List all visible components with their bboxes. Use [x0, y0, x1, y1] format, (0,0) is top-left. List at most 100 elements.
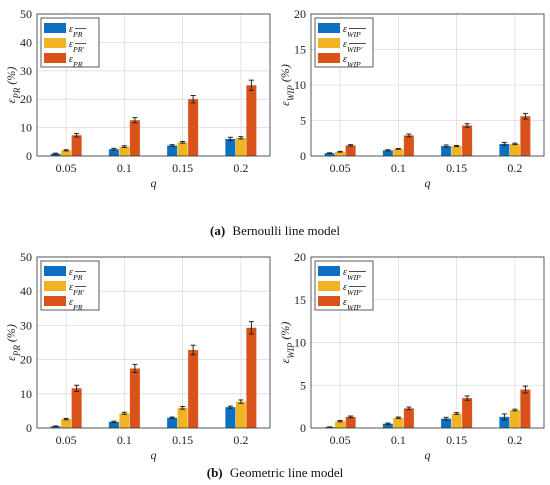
bar	[61, 150, 72, 156]
legend-swatch	[318, 38, 340, 48]
legend-swatch	[44, 38, 66, 48]
axes-frame	[36, 256, 271, 429]
x-tick-label: 0.2	[233, 433, 248, 447]
legend-label: εWIP	[343, 54, 361, 69]
bar	[441, 418, 452, 428]
y-tick-label: 0	[300, 149, 306, 163]
bar	[393, 417, 404, 428]
bar	[462, 398, 473, 428]
legend-swatch	[44, 266, 66, 276]
legend-subscript: PR	[72, 273, 83, 282]
legend-symbol: ε	[69, 297, 73, 308]
bar	[382, 423, 393, 428]
legend-swatch	[44, 281, 66, 291]
y-tick-label: 30	[20, 64, 32, 78]
bar	[403, 135, 414, 156]
x-tick-label: 0.15	[172, 433, 193, 447]
y-axis-label-subscript: WIP	[286, 342, 296, 358]
bar	[509, 143, 520, 156]
legend-label: εPR	[69, 267, 83, 282]
legend-symbol: ε	[343, 54, 347, 65]
y-axis-label-symbol: ε	[278, 101, 292, 106]
legend-swatch	[318, 296, 340, 306]
legend-swatch	[318, 53, 340, 63]
x-tick-label: 0.15	[172, 161, 193, 175]
legend-swatch	[44, 53, 66, 63]
y-axis-label-symbol: ε	[4, 356, 18, 361]
legend-subscript: WIP	[347, 273, 361, 282]
y-axis-label-subscript: PR	[12, 87, 22, 99]
bar	[129, 120, 140, 156]
bar	[119, 146, 130, 156]
x-tick-label: 0.2	[507, 433, 522, 447]
bar	[345, 416, 356, 428]
legend-symbol: ε	[69, 54, 73, 65]
y-axis-label: εPR (%)	[4, 67, 22, 104]
bar	[50, 426, 61, 428]
x-tick-label: 0.05	[56, 433, 77, 447]
y-tick-label: 15	[294, 293, 306, 307]
legend-symbol: ε	[343, 267, 347, 278]
legend-symbol: ε	[69, 267, 73, 278]
bar	[188, 99, 199, 156]
bar	[451, 413, 462, 428]
caption-a-text: Bernoulli line model	[232, 223, 340, 238]
legend-symbol: ε	[343, 39, 347, 50]
y-tick-label: 50	[20, 7, 32, 21]
y-tick-label: 30	[20, 318, 32, 332]
legend-label: εWIP'	[343, 39, 363, 54]
y-tick-label: 15	[294, 43, 306, 57]
bar	[177, 142, 188, 156]
caption-b-letter: (b)	[207, 465, 223, 480]
bar	[167, 417, 178, 428]
x-tick-label: 0.1	[391, 161, 406, 175]
legend-symbol: ε	[69, 282, 73, 293]
legend-label: εWIP	[343, 24, 361, 39]
legend-swatch	[318, 23, 340, 33]
legend-subscript: WIP'	[347, 288, 363, 297]
legend-label: εPR	[69, 297, 83, 312]
legend-symbol: ε	[69, 24, 73, 35]
bar	[335, 151, 346, 156]
y-axis-label: εWIP (%)	[278, 64, 296, 106]
legend-subscript: PR	[72, 60, 83, 69]
bar	[225, 407, 236, 428]
x-tick-label: 0.05	[330, 161, 351, 175]
y-tick-label: 5	[300, 114, 306, 128]
y-tick-label: 5	[300, 378, 306, 392]
y-axis-label-subscript: PR	[12, 345, 22, 357]
bar	[246, 327, 257, 428]
bar	[499, 416, 510, 428]
bar	[441, 146, 452, 156]
x-tick-label: 0.2	[233, 161, 248, 175]
bar	[167, 145, 178, 156]
y-axis-label-symbol: ε	[4, 98, 18, 103]
x-axis-label: q	[425, 176, 431, 190]
caption-b-text: Geometric line model	[230, 465, 344, 480]
caption-a-letter: (a)	[210, 223, 225, 238]
legend-subscript: PR'	[72, 288, 85, 297]
legend-label: εPR	[69, 24, 83, 39]
y-axis-label-symbol: ε	[278, 358, 292, 363]
y-tick-label: 20	[20, 353, 32, 367]
legend-swatch	[44, 23, 66, 33]
caption-b: (b) Geometric line model	[207, 465, 344, 480]
legend-symbol: ε	[343, 297, 347, 308]
x-axis-label: q	[425, 448, 431, 462]
bar	[499, 143, 510, 156]
y-tick-label: 20	[294, 250, 306, 264]
legend-subscript: WIP'	[347, 45, 363, 54]
legend-subscript: PR	[72, 30, 83, 39]
bar	[462, 125, 473, 156]
bar	[71, 388, 82, 428]
y-tick-label: 0	[26, 421, 32, 435]
legend-symbol: ε	[343, 282, 347, 293]
legend-subscript: PR'	[72, 45, 85, 54]
bar	[235, 137, 246, 156]
bar	[382, 150, 393, 156]
x-tick-label: 0.1	[117, 433, 132, 447]
y-tick-label: 40	[20, 35, 32, 49]
